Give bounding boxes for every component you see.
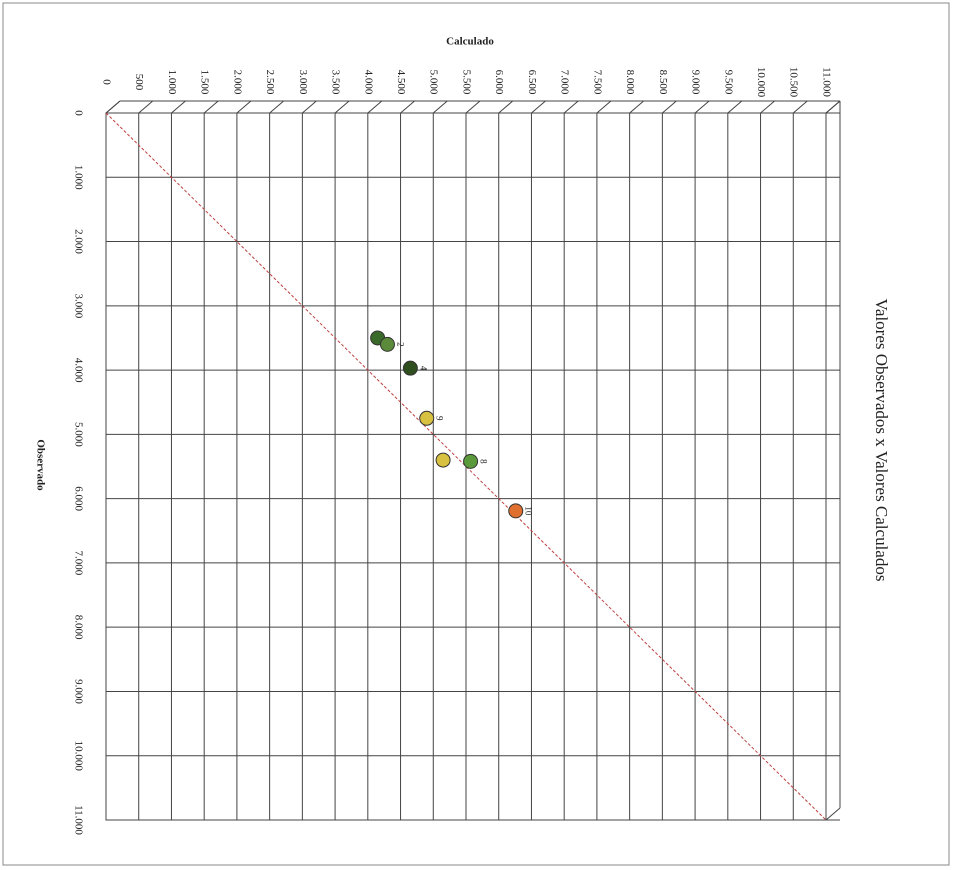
y-tick-label: 2.500 [264,70,276,95]
x-tick-label: 5.000 [72,422,84,447]
y-tick-label: 8.000 [624,70,636,95]
grid-line [400,100,415,114]
y-tick-label: 7.000 [559,70,571,95]
grid-line [498,100,514,114]
grid-line [367,100,383,114]
y-tick-label: 1.000 [166,70,178,95]
x-tick-label: 9.000 [72,679,84,704]
point-label: 4 [418,366,428,371]
x-tick-label: 8.000 [72,615,84,640]
grid-line [203,100,219,114]
y-tick-label: 10.000 [755,67,767,98]
x-tick-label: 10.000 [72,741,84,772]
grid-line [432,100,448,114]
chart-title: Valores Observados x Valores Calculados [872,299,891,582]
grid-line [563,100,579,114]
y-tick-label: 9.500 [722,70,734,95]
y-tick-label: 3.500 [330,70,342,95]
grid-line [760,100,775,114]
y-tick-label: 6.000 [493,70,505,95]
point-label: 2 [395,342,405,347]
diagonal [105,112,827,821]
grid-line [105,100,121,114]
point [419,410,435,426]
y-tick-label: 4.000 [362,70,374,95]
grid-line [269,100,284,114]
x-tick-label: 6.000 [72,486,84,511]
grid-line [171,100,186,114]
grid-line [236,100,252,114]
y-axis-title: Calculado [446,36,494,48]
y-tick-label: 500 [133,74,145,91]
grid-line [694,100,710,114]
y-tick-label: 5.500 [460,70,472,95]
x-tick-label: 0 [72,110,84,116]
x-tick-label: 1.000 [72,165,84,190]
point [463,453,479,469]
point-label: 9 [435,416,445,421]
y-tick-label: 0 [100,79,112,85]
grid-line [727,100,743,114]
grid-line [629,100,644,114]
y-tick-label: 2.000 [231,70,243,95]
y-tick-label: 6.500 [526,70,538,95]
point-label: 10 [524,506,534,515]
point [402,360,418,376]
grid-line [531,100,546,114]
y-tick-label: 8.500 [657,70,669,95]
grid-line [302,100,317,114]
x-tick-label: 3.000 [72,293,84,318]
y-tick-label: 9.000 [690,70,702,95]
grid-line [334,100,350,114]
point [435,452,451,468]
y-tick-label: 3.000 [297,70,309,95]
x-tick-label: 7.000 [72,551,84,576]
grid-line [465,100,481,114]
y-tick-label: 10.500 [788,67,800,98]
y-tick-label: 7.500 [591,70,603,95]
grid-line [825,100,841,114]
grid-line [596,100,612,114]
point-label: 8 [479,459,489,464]
y-tick-label: 11.000 [820,67,832,97]
grid-line [662,100,677,114]
point [508,503,524,519]
y-tick-label: 5.000 [428,70,440,95]
y-tick-label: 1.500 [199,70,211,95]
x-axis-title: Observado [34,439,46,491]
x-tick-label: 4.000 [72,358,84,383]
x-tick-label: 2.000 [72,229,84,254]
x-tick-label: 11.000 [72,805,84,835]
y-tick-label: 4.500 [395,70,407,95]
grid-line [138,100,154,114]
point [379,336,395,352]
depth-edge [825,807,841,821]
grid-line [792,100,808,114]
